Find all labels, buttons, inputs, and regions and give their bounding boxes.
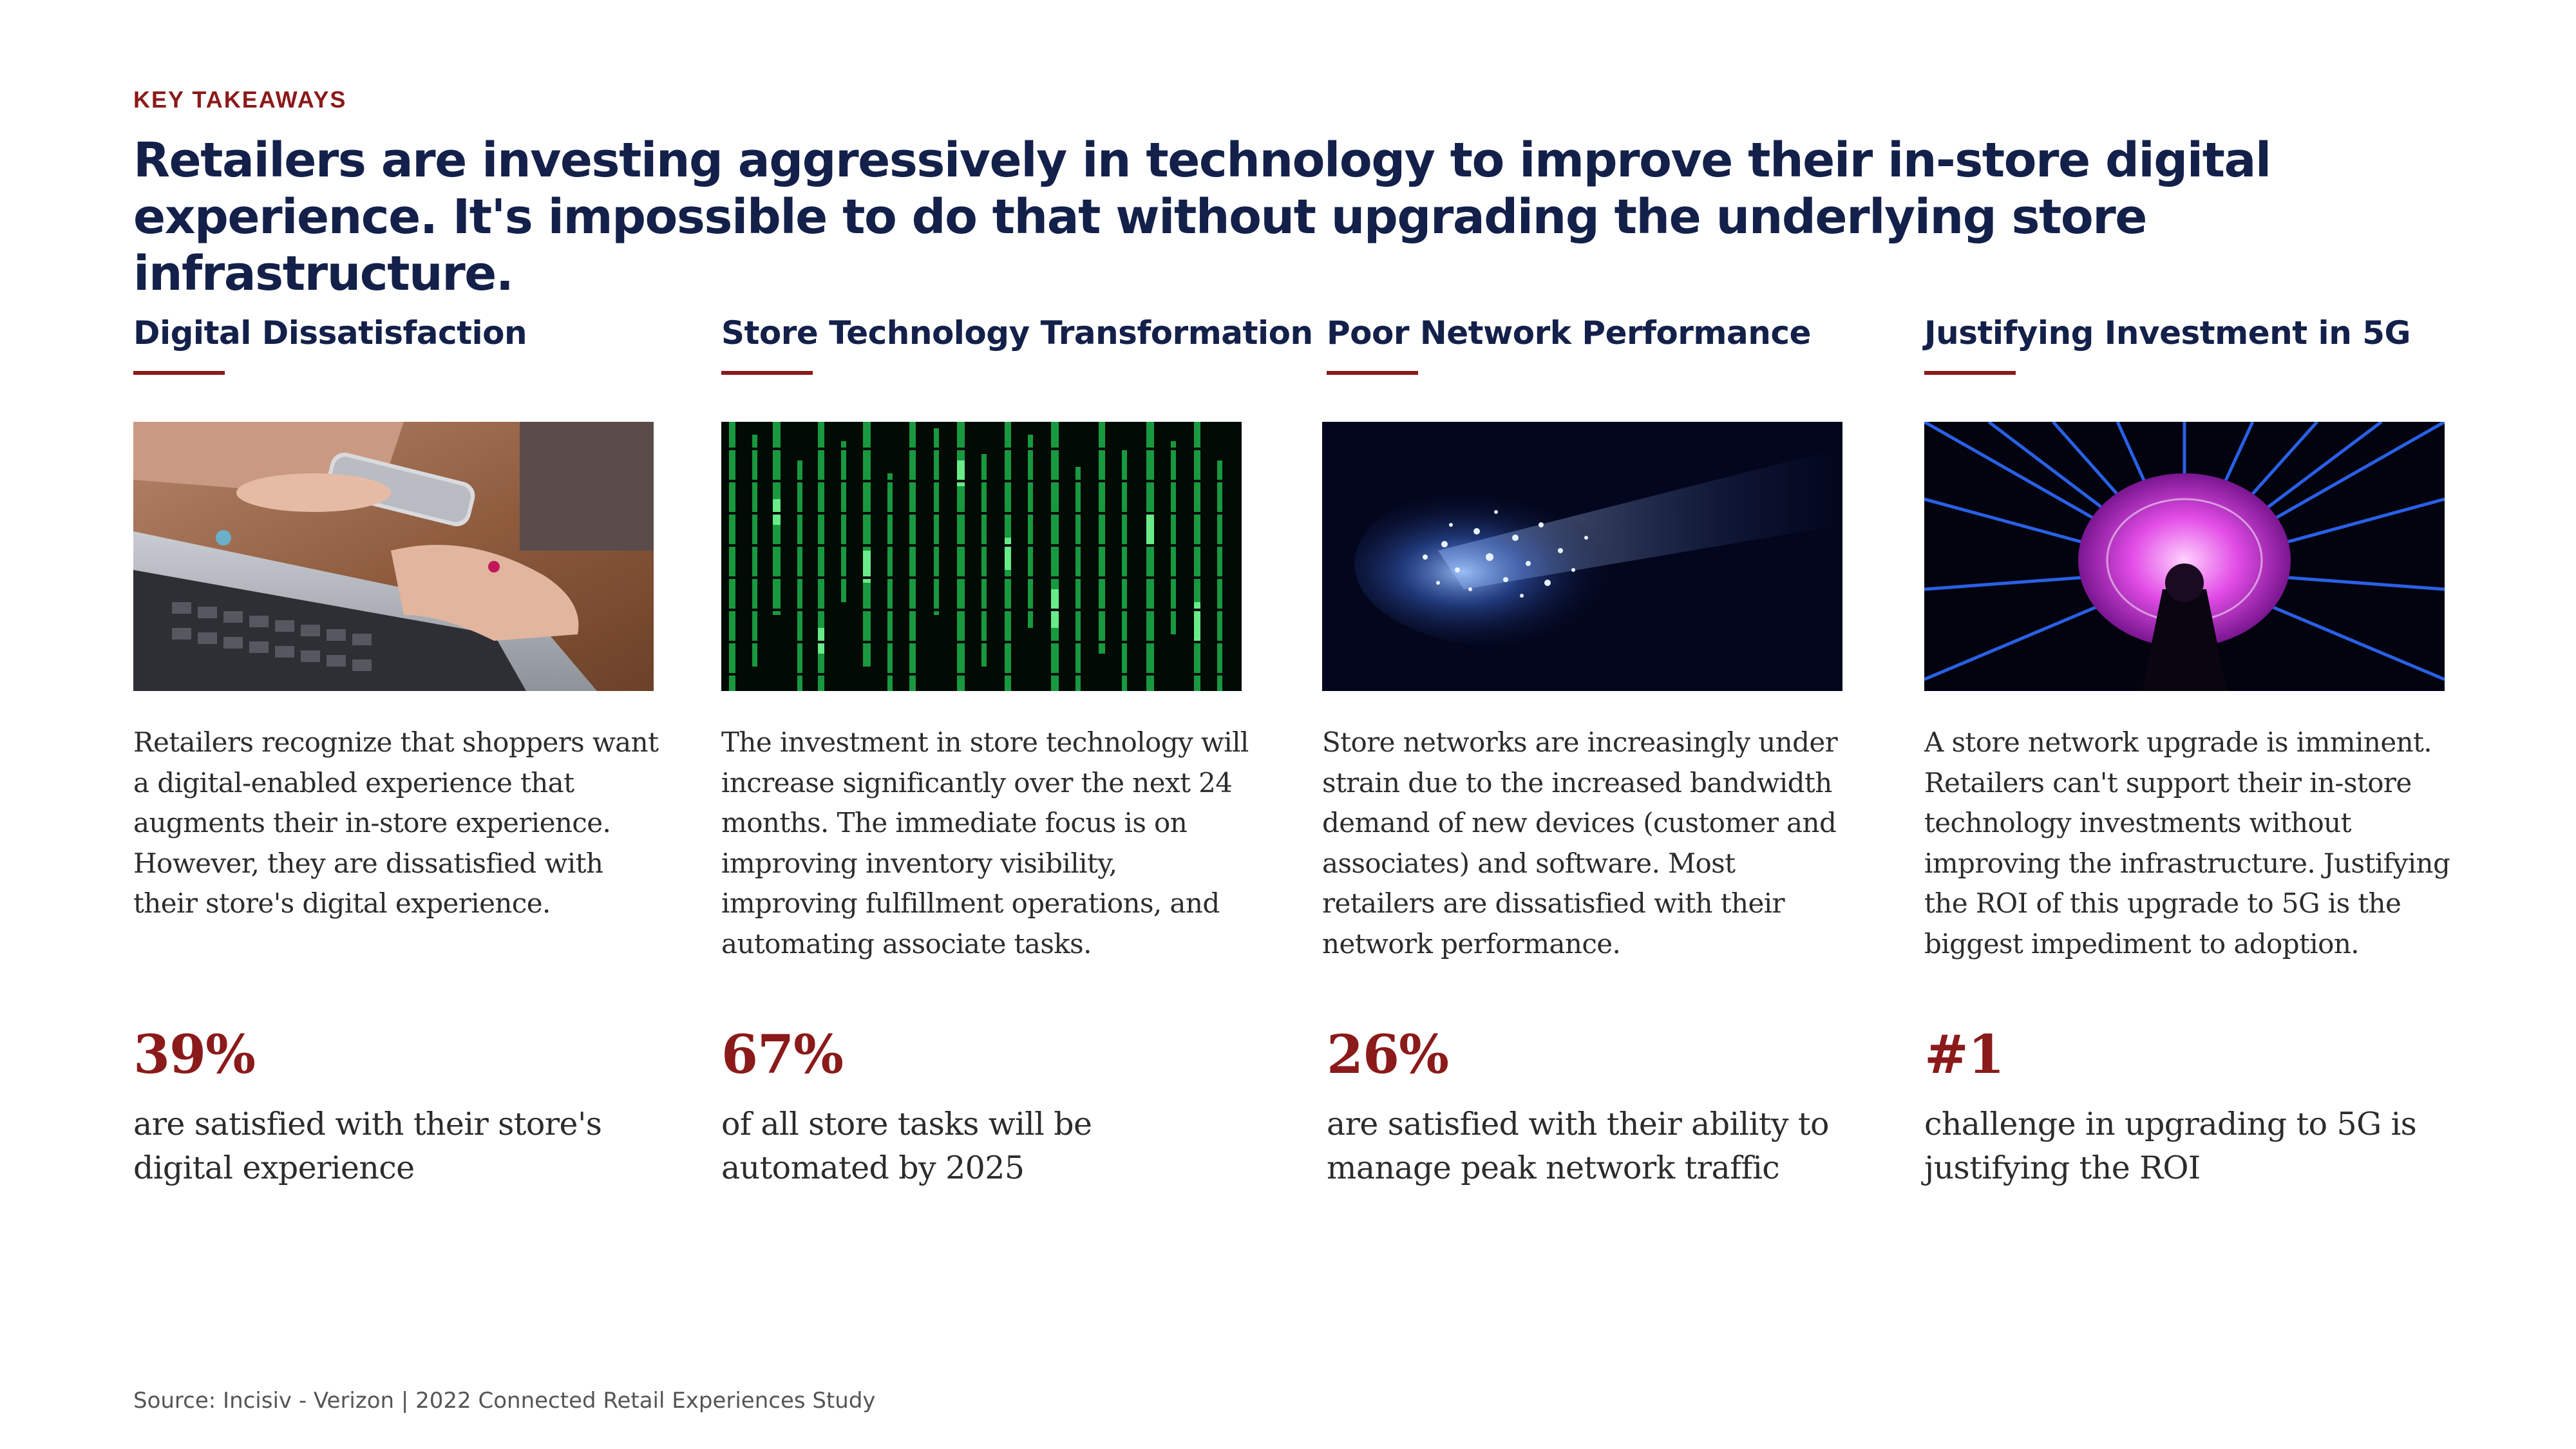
fiber-optic-light-photo	[1322, 422, 1842, 691]
source-citation: Source: Incisiv - Verizon | 2022 Connect…	[133, 1388, 876, 1414]
column-5g-investment: Justifying Investment in 5G	[1924, 314, 2411, 375]
title-underline	[133, 371, 225, 375]
column-title: Justifying Investment in 5G	[1924, 314, 2411, 352]
column-digital-dissatisfaction: Digital Dissatisfaction	[133, 314, 527, 375]
column-title: Digital Dissatisfaction	[133, 314, 527, 352]
column-body: Store networks are increasingly under st…	[1322, 726, 1838, 960]
title-underline	[1327, 371, 1418, 375]
laptop-and-smartphone-photo	[133, 422, 654, 691]
stat-description: of all store tasks will be automated by …	[721, 1106, 1092, 1186]
column-network-performance: Poor Network Performance	[1327, 314, 1811, 375]
column-title: Poor Network Performance	[1327, 314, 1811, 352]
eyebrow-label: KEY TAKEAWAYS	[133, 86, 347, 113]
column-store-technology: Store Technology Transformation	[721, 314, 1313, 375]
stat-description: challenge in upgrading to 5G is justifyi…	[1924, 1106, 2417, 1186]
stat-value: 26%	[1327, 1024, 1449, 1086]
stat-value: 39%	[133, 1024, 256, 1086]
title-underline	[721, 371, 813, 375]
column-body: A store network upgrade is imminent. Ret…	[1924, 726, 2450, 960]
glowing-tower-photo	[1924, 422, 2445, 691]
stat-description: are satisfied with their ability to mana…	[1327, 1106, 1830, 1186]
column-title: Store Technology Transformation	[721, 314, 1313, 352]
title-underline	[1924, 371, 2016, 375]
stat-value: 67%	[721, 1024, 844, 1086]
stat-value: #1	[1924, 1024, 2005, 1086]
stat-description: are satisfied with their store's digital…	[133, 1106, 602, 1186]
page-headline: Retailers are investing aggressively in …	[133, 133, 2271, 301]
column-body: Retailers recognize that shoppers want a…	[133, 726, 659, 919]
green-code-matrix-photo	[721, 422, 1242, 691]
column-body: The investment in store technology will …	[721, 726, 1249, 960]
